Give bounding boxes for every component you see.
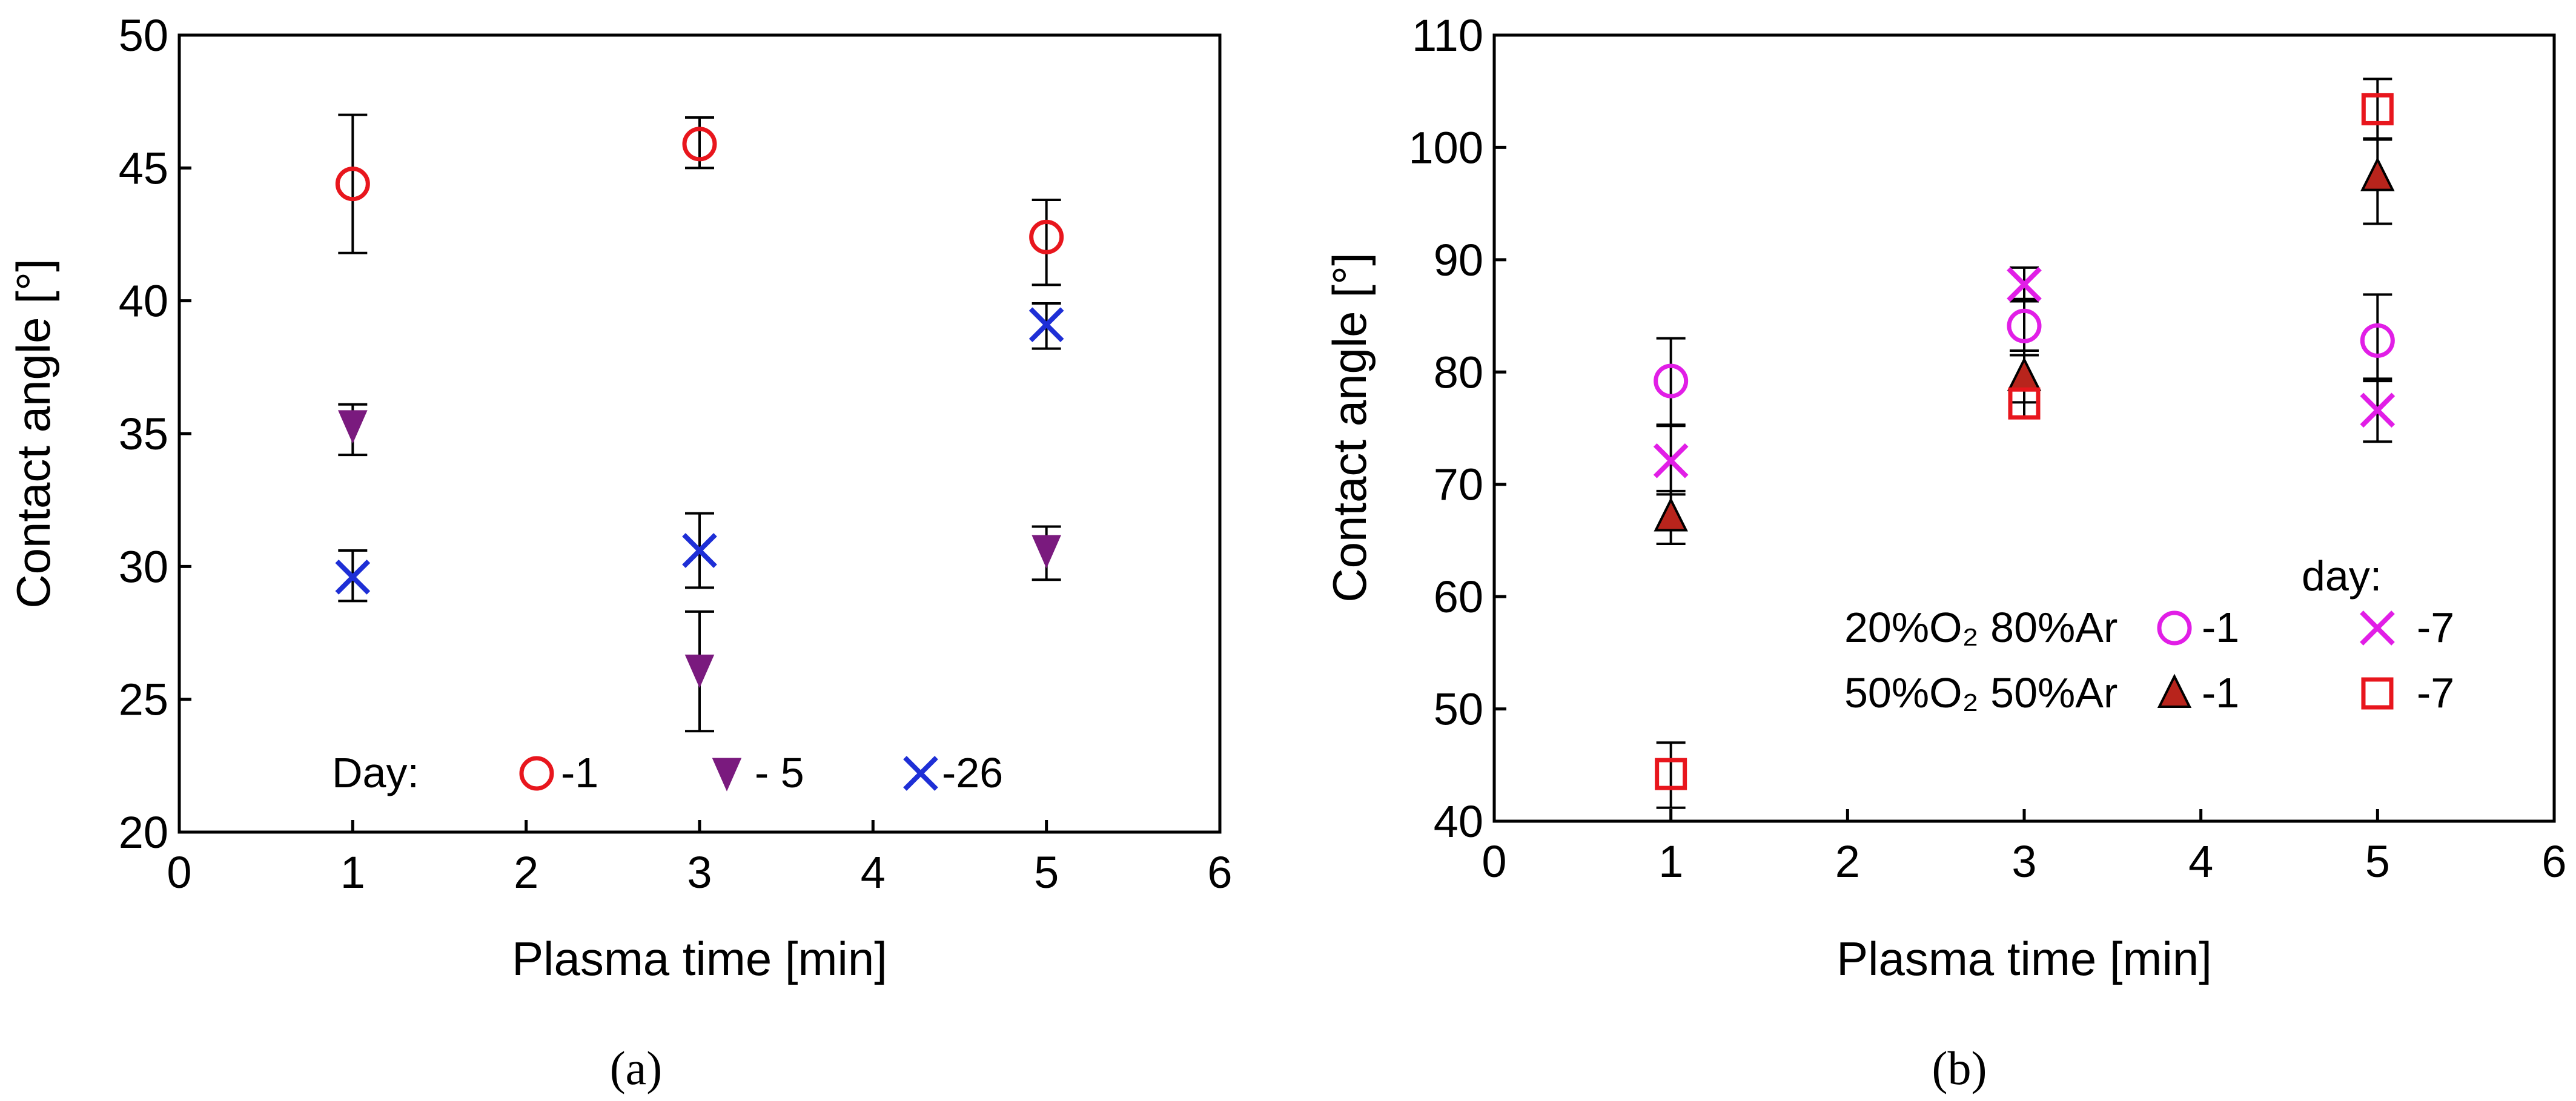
x-tick-label-b-2: 2: [1835, 836, 1860, 887]
y-tick-label-a-6: 50: [119, 10, 168, 61]
y-tick-label-b-6: 100: [1409, 122, 1483, 173]
legend-label-b-3: -1: [2202, 669, 2239, 716]
errorbar-b-s3-p2: [2363, 78, 2392, 141]
tick-group-b: 0 1 2 3 4 5 6 40 50 60 70 80 90 100 110: [1409, 10, 2567, 887]
y-tick-label-a-1: 25: [119, 675, 168, 725]
caption-a: (a): [610, 1042, 663, 1094]
legend-label-b-4: -7: [2417, 669, 2454, 716]
x-tick-label-a-1: 1: [340, 847, 365, 898]
legend-markers-b: [2157, 610, 2395, 710]
x-axis-label-a: Plasma time [min]: [512, 932, 887, 985]
y-axis-label-a: Contact angle [°]: [7, 259, 60, 609]
point-b-s3-p1: [2008, 387, 2041, 420]
x-tick-label-a-3: 3: [687, 847, 712, 898]
legend-group-b-1: 20%O₂ 80%Ar: [1844, 604, 2117, 651]
point-a-s0-p2: [1029, 219, 1064, 254]
x-tick-label-b-1: 1: [1658, 836, 1683, 887]
legend-markers-a: [519, 756, 938, 792]
y-tick-label-b-7: 110: [1412, 10, 1483, 61]
legend-title-a: Day:: [332, 749, 419, 796]
point-b-s2-p0: [1654, 497, 1688, 532]
legend-marker-b-4: [2361, 677, 2394, 710]
legend-label-a-2: - 5: [755, 749, 804, 796]
y-tick-label-b-4: 80: [1434, 347, 1483, 397]
point-b-s0-p1: [2007, 308, 2042, 343]
y-tick-label-a-5: 45: [119, 143, 168, 193]
x-tick-label-b-6: 6: [2541, 836, 2566, 887]
legend-label-b-2: -7: [2417, 604, 2454, 651]
errorbar-b-s0-p0: [1656, 337, 1686, 426]
point-b-s1-p1: [2007, 266, 2042, 302]
y-axis-label-b: Contact angle [°]: [1323, 253, 1376, 603]
x-tick-label-a-0: 0: [167, 847, 191, 898]
legend-label-a-1: -1: [561, 749, 598, 796]
x-axis-label-b: Plasma time [min]: [1836, 932, 2212, 985]
x-tick-label-b-5: 5: [2365, 836, 2390, 887]
errorbar-b-s3-p0: [1656, 741, 1686, 809]
marks-group-b: [1653, 78, 2396, 809]
x-tick-label-b-4: 4: [2188, 836, 2213, 887]
point-a-s1-p0: [338, 410, 368, 444]
legend-marker-a-3: [903, 756, 938, 791]
point-a-s2-p2: [1028, 307, 1064, 342]
x-tick-label-a-2: 2: [514, 847, 538, 898]
errorbar-b-s0-p1: [2010, 297, 2039, 357]
caption-b: (b): [1932, 1042, 1987, 1094]
point-a-s0-p0: [335, 167, 370, 202]
y-tick-label-b-2: 60: [1434, 572, 1483, 622]
y-tick-label-a-3: 35: [119, 409, 168, 459]
x-tick-label-a-5: 5: [1034, 847, 1059, 898]
y-tick-label-b-1: 50: [1434, 684, 1483, 735]
point-b-s2-p1: [2007, 357, 2042, 391]
y-tick-label-a-0: 20: [119, 807, 168, 858]
point-a-s2-p1: [682, 533, 717, 568]
legend-marker-b-3: [2157, 673, 2192, 708]
point-b-s0-p2: [2360, 323, 2395, 358]
x-tick-label-a-6: 6: [1207, 847, 1232, 898]
point-b-s3-p2: [2361, 93, 2394, 125]
point-b-s1-p2: [2360, 392, 2396, 428]
y-tick-label-b-3: 70: [1434, 460, 1483, 510]
legend-marker-a-2: [712, 758, 742, 792]
point-a-s1-p1: [684, 654, 715, 689]
panel-b: 0 1 2 3 4 5 6 40 50 60 70 80 90 100 110 Plasma time [m…: [1323, 10, 2567, 1094]
point-b-s2-p2: [2360, 157, 2395, 191]
legend-group-b-2: 50%O₂ 50%Ar: [1844, 669, 2117, 716]
x-tick-label-a-4: 4: [861, 847, 886, 898]
point-a-s2-p0: [335, 560, 371, 595]
legend-title-b: day:: [2302, 552, 2382, 600]
point-a-s1-p2: [1031, 535, 1061, 569]
errorbar-a-s0-p0: [338, 113, 368, 254]
marks-group-a: [335, 113, 1064, 733]
x-tick-label-b-0: 0: [1482, 836, 1506, 887]
y-tick-label-a-4: 40: [119, 276, 168, 326]
point-b-s0-p0: [1654, 363, 1689, 398]
y-tick-label-a-2: 30: [119, 541, 168, 592]
errorbar-a-s0-p2: [1031, 198, 1061, 286]
point-a-s0-p1: [682, 127, 717, 162]
y-tick-label-b-0: 40: [1434, 796, 1483, 847]
y-tick-label-b-5: 90: [1434, 235, 1483, 285]
legend-marker-b-2: [2360, 610, 2395, 646]
legend-marker-a-1: [519, 756, 554, 791]
point-b-s1-p0: [1653, 443, 1689, 478]
point-b-s3-p0: [1655, 758, 1687, 790]
errorbar-b-s0-p2: [2363, 293, 2392, 383]
legend-label-b-1: -1: [2202, 604, 2239, 651]
legend-label-a-3: -26: [942, 749, 1003, 796]
legend-marker-b-1: [2157, 610, 2192, 646]
x-tick-label-b-3: 3: [2011, 836, 2036, 887]
